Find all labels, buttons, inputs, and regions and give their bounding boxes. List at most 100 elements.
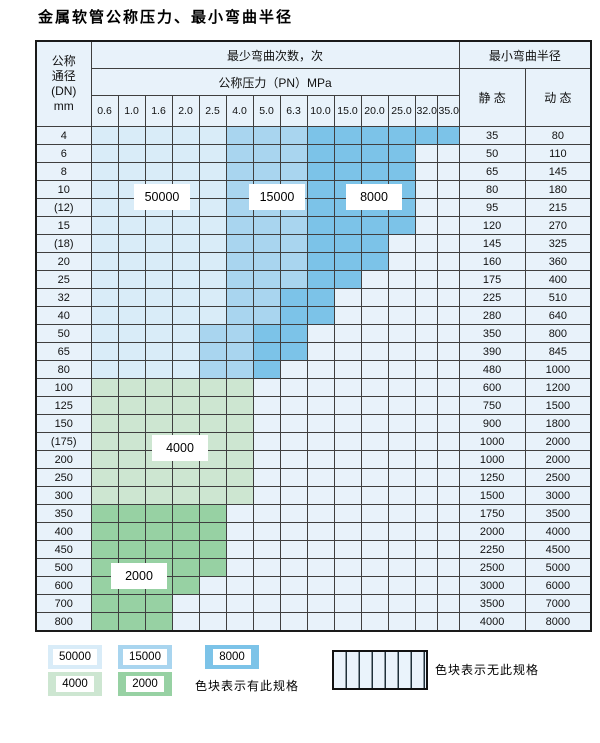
dynamic-value-cell: 1000: [524, 360, 592, 379]
no-spec-hatch-cell: [306, 378, 335, 397]
no-spec-hatch-cell: [414, 234, 438, 253]
page-title: 金属软管公称压力、最小弯曲半径: [38, 8, 294, 26]
legend-chip-label: 8000: [213, 649, 251, 665]
cycle-cell: [90, 378, 119, 397]
cycle-cell: [171, 342, 200, 361]
no-spec-hatch-cell: [225, 540, 254, 559]
no-spec-hatch-cell: [387, 558, 416, 577]
cycle-cell: [144, 522, 173, 541]
cycle-cell: [144, 360, 173, 379]
static-value-cell: 35: [458, 126, 526, 145]
cycle-cell: [360, 144, 389, 163]
static-value-cell: 1250: [458, 468, 526, 487]
cycle-region-label: 2000: [112, 564, 166, 588]
static-value-cell: 1000: [458, 450, 526, 469]
no-spec-hatch-cell: [387, 450, 416, 469]
cycle-cell: [198, 144, 227, 163]
no-spec-hatch-cell: [436, 288, 460, 307]
no-spec-hatch-cell: [414, 216, 438, 235]
cycle-cell: [117, 594, 146, 613]
cycle-cell: [90, 270, 119, 289]
table-row: 20 160 360: [35, 252, 592, 271]
cycle-cell: [436, 126, 460, 145]
cycle-cell: [333, 252, 362, 271]
cycle-cell: [90, 216, 119, 235]
dn-cell: 125: [35, 396, 92, 415]
cycle-cell: [90, 234, 119, 253]
no-spec-hatch-cell: [279, 540, 308, 559]
dn-cell: 500: [35, 558, 92, 577]
cycle-cell: [171, 396, 200, 415]
no-spec-hatch-cell: [414, 432, 438, 451]
cycle-cell: [144, 612, 173, 632]
no-spec-hatch-cell: [225, 576, 254, 595]
dn-cell: 80: [35, 360, 92, 379]
cycle-cell: [198, 360, 227, 379]
no-spec-hatch-cell: [436, 252, 460, 271]
static-value-cell: 1000: [458, 432, 526, 451]
no-spec-hatch-cell: [306, 396, 335, 415]
table-row: 6 50 110: [35, 144, 592, 163]
no-spec-hatch-cell: [279, 594, 308, 613]
cycle-cell: [117, 234, 146, 253]
no-spec-hatch-cell: [414, 522, 438, 541]
cycle-cell: [225, 432, 254, 451]
no-spec-hatch-cell: [360, 450, 389, 469]
cycle-cell: [144, 540, 173, 559]
cycle-cell: [279, 342, 308, 361]
no-spec-hatch-cell: [436, 378, 460, 397]
no-spec-hatch-cell: [360, 342, 389, 361]
dynamic-value-cell: 2500: [524, 468, 592, 487]
cycle-cell: [252, 162, 281, 181]
no-spec-hatch-cell: [387, 288, 416, 307]
spec-table: 公称 通径 (DN) mm 最少弯曲次数，次 最小弯曲半径 公称压力（PN）MP…: [35, 40, 593, 632]
cycle-cell: [117, 540, 146, 559]
cycle-cell: [90, 558, 119, 577]
no-spec-hatch-cell: [360, 468, 389, 487]
dynamic-value-cell: 640: [524, 306, 592, 325]
cycle-cell: [306, 270, 335, 289]
cycle-cell: [171, 288, 200, 307]
no-spec-hatch-cell: [225, 522, 254, 541]
pressure-value-header: 2.0: [171, 95, 200, 127]
cycle-cell: [198, 522, 227, 541]
cycle-cell: [360, 234, 389, 253]
no-spec-hatch-cell: [360, 324, 389, 343]
no-spec-hatch-cell: [436, 504, 460, 523]
no-spec-hatch-cell: [387, 612, 416, 632]
no-spec-hatch-cell: [252, 540, 281, 559]
cycle-cell: [117, 288, 146, 307]
no-spec-hatch-cell: [387, 504, 416, 523]
pressure-value-header: 35.0: [436, 95, 460, 127]
cycle-cell: [225, 468, 254, 487]
table-row: 8 65 145: [35, 162, 592, 181]
dn-cell: (12): [35, 198, 92, 217]
cycle-cell: [117, 360, 146, 379]
cycle-cell: [306, 288, 335, 307]
pressure-value-header: 20.0: [360, 95, 389, 127]
cycle-cell: [225, 216, 254, 235]
no-spec-hatch-cell: [436, 486, 460, 505]
dynamic-value-cell: 4000: [524, 522, 592, 541]
pressure-value-header: 1.0: [117, 95, 146, 127]
no-spec-hatch-cell: [414, 252, 438, 271]
no-spec-hatch-cell: [414, 396, 438, 415]
cycle-cell: [90, 594, 119, 613]
static-value-cell: 4000: [458, 612, 526, 632]
cycle-cell: [117, 126, 146, 145]
cycle-cell: [90, 144, 119, 163]
cycle-cell: [198, 414, 227, 433]
cycle-cell: [144, 144, 173, 163]
no-spec-hatch-cell: [333, 540, 362, 559]
static-value-cell: 160: [458, 252, 526, 271]
pressure-value-header: 2.5: [198, 95, 227, 127]
no-spec-hatch-cell: [436, 558, 460, 577]
no-spec-hatch-cell: [387, 342, 416, 361]
table-row: 800 4000 8000: [35, 612, 592, 632]
no-spec-hatch-cell: [414, 450, 438, 469]
legend-chip: 15000: [118, 645, 172, 669]
dn-cell: 250: [35, 468, 92, 487]
cycle-cell: [252, 234, 281, 253]
no-spec-hatch-cell: [360, 540, 389, 559]
no-spec-hatch-cell: [306, 558, 335, 577]
